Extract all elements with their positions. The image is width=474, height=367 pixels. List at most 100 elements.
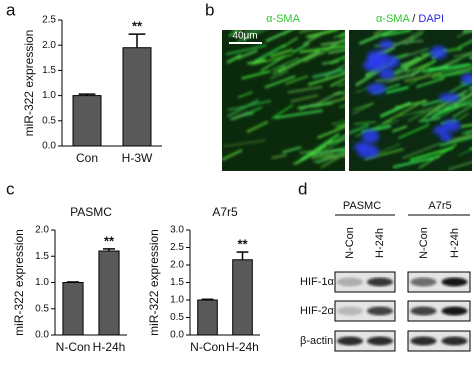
lane-label: N-Con — [418, 227, 430, 259]
x-tick-label: N-Con — [56, 340, 91, 354]
fiber — [231, 30, 235, 31]
nucleus — [366, 50, 389, 64]
band — [367, 306, 393, 316]
bar — [98, 250, 120, 336]
fiber — [242, 30, 267, 42]
fiber — [448, 84, 464, 94]
blot — [334, 271, 471, 352]
band — [410, 277, 437, 287]
nucleus — [361, 129, 380, 144]
fiber — [349, 123, 370, 135]
fiber — [272, 64, 287, 76]
fiber — [385, 86, 409, 94]
fiber — [460, 123, 472, 128]
panel-label: a — [6, 0, 16, 19]
x-tick-label: N-Con — [190, 340, 225, 354]
x-tick-label: H-24h — [93, 340, 126, 354]
nucleus — [357, 144, 380, 159]
fiber — [388, 70, 421, 83]
fiber — [311, 147, 345, 157]
y-tick-label: 2.5 — [42, 15, 56, 26]
fiber — [461, 129, 472, 134]
fiber — [328, 48, 345, 55]
fiber — [285, 75, 309, 85]
lane-label: N-Con — [344, 227, 356, 259]
fiber — [403, 53, 430, 71]
y-tick-label: 1.0 — [35, 277, 49, 288]
fiber — [227, 98, 260, 118]
y-tick-label: 2.0 — [170, 260, 184, 271]
band — [337, 336, 363, 346]
blot-row-label: β-actin — [300, 335, 333, 347]
fiber — [397, 110, 425, 117]
fiber — [426, 89, 468, 117]
fiber — [299, 44, 345, 54]
fiber — [319, 137, 345, 155]
fiber — [333, 91, 345, 96]
fiber — [320, 152, 345, 169]
fiber — [435, 51, 472, 71]
fiber — [415, 77, 445, 88]
fiber — [431, 70, 472, 79]
significance-label: ** — [104, 233, 115, 248]
fiber — [306, 145, 328, 158]
fiber — [335, 123, 345, 128]
fiber — [225, 44, 267, 56]
y-tick-label: 2.0 — [35, 225, 49, 236]
fiber — [329, 55, 345, 65]
nucleus — [441, 119, 461, 132]
fiber — [331, 120, 345, 125]
fiber — [320, 37, 345, 55]
fiber — [271, 104, 294, 120]
band — [441, 277, 468, 287]
band — [367, 277, 393, 287]
y-tick-label: 1.0 — [42, 90, 56, 101]
nucleus — [439, 132, 453, 142]
fiber — [269, 70, 289, 80]
fiber — [313, 151, 345, 164]
fiber — [381, 30, 412, 38]
fiber — [307, 30, 339, 39]
x-tick-label: H-3W — [122, 151, 153, 165]
blot-frame — [334, 271, 396, 293]
fiber — [293, 156, 309, 166]
blot-frame — [334, 300, 396, 322]
fiber — [277, 50, 320, 74]
fiber — [290, 94, 319, 103]
fiber — [246, 120, 269, 134]
fiber — [236, 30, 259, 44]
y-tick-label: 3.0 — [170, 225, 184, 236]
fiber — [305, 30, 335, 38]
fiber — [271, 57, 300, 71]
y-tick-label: 1.5 — [35, 251, 49, 262]
fiber — [282, 36, 299, 49]
band — [410, 306, 437, 316]
fiber — [439, 135, 472, 147]
band — [410, 336, 437, 346]
y-tick-label: 1.0 — [170, 295, 184, 306]
chart-title: PASMC — [70, 205, 112, 219]
fiber — [247, 58, 266, 65]
fiber — [397, 123, 430, 140]
fiber — [405, 62, 430, 74]
stain-label: α-SMA / DAPI — [376, 13, 444, 25]
blot-frame — [334, 330, 396, 352]
chart-title: A7r5 — [212, 205, 238, 219]
fiber — [291, 42, 310, 54]
y-tick-label: 1.5 — [170, 277, 184, 288]
blot-row-label: HIF-2α — [300, 305, 335, 317]
fiber — [407, 98, 453, 122]
fiber — [457, 39, 472, 50]
fiber — [409, 30, 424, 39]
fiber — [260, 55, 286, 72]
fiber — [434, 63, 472, 75]
fiber — [353, 102, 374, 111]
fiber — [222, 148, 243, 161]
fiber — [393, 67, 410, 76]
fiber — [303, 51, 323, 63]
fiber — [251, 53, 293, 66]
fiber — [402, 142, 441, 160]
x-tick-label: Con — [76, 151, 98, 165]
fiber — [421, 62, 471, 73]
fiber — [468, 85, 472, 90]
